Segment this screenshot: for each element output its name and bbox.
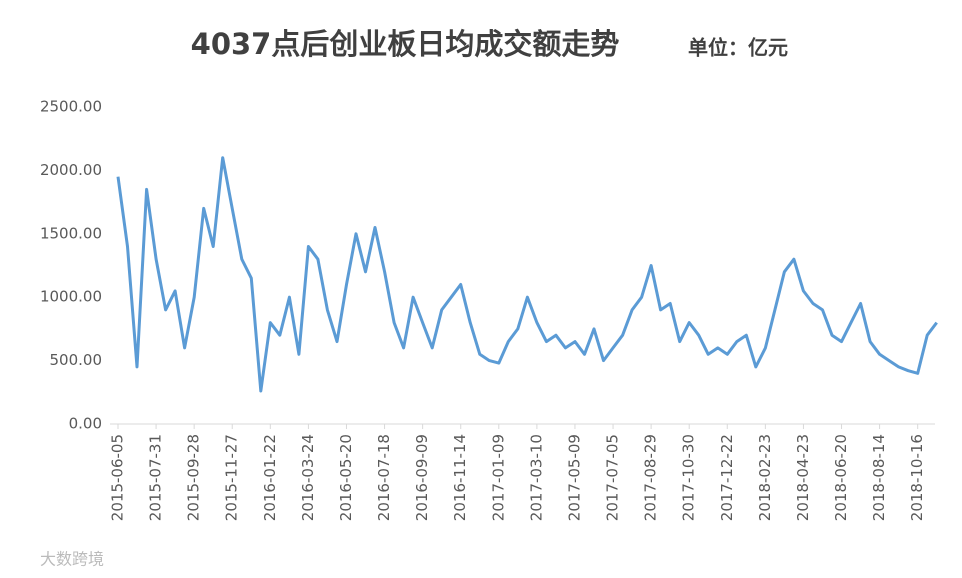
x-tick-label: 2015-11-27 (223, 434, 241, 521)
chart-subtitle: 单位：亿元 (688, 36, 788, 60)
x-tick-label: 2016-03-24 (299, 434, 317, 521)
x-tick-label: 2016-01-22 (261, 434, 279, 521)
x-tick-label: 2017-01-09 (489, 434, 507, 521)
x-tick-label: 2017-05-09 (565, 434, 583, 521)
x-tick-label: 2017-03-10 (527, 434, 545, 521)
x-tick-label: 2017-08-29 (642, 434, 660, 521)
x-tick-label: 2016-11-14 (451, 434, 469, 521)
x-tick-label: 2015-07-31 (147, 434, 165, 521)
data-line (116, 156, 938, 393)
x-tick-label: 2017-12-22 (718, 434, 736, 521)
y-tick-label: 1000.00 (40, 288, 102, 306)
x-tick-label: 2018-04-23 (794, 434, 812, 521)
x-tick-label: 2016-05-20 (337, 434, 355, 521)
x-tick-label: 2016-09-09 (413, 434, 431, 521)
y-tick-label: 2500.00 (40, 98, 102, 116)
x-tick-label: 2018-02-23 (756, 434, 774, 521)
y-tick-label: 0.00 (69, 415, 102, 433)
y-tick-label: 1500.00 (40, 224, 102, 242)
x-tick-label: 2018-10-16 (908, 434, 926, 521)
y-tick-label: 500.00 (50, 351, 103, 369)
watermark: 大数跨境 (40, 550, 104, 569)
x-tick-label: 2018-06-20 (832, 434, 850, 521)
x-tick-label: 2018-08-14 (870, 434, 888, 521)
y-tick-label: 2000.00 (40, 161, 102, 179)
x-tick-label: 2017-10-30 (680, 434, 698, 521)
x-tick-label: 2015-09-28 (185, 434, 203, 521)
x-tick-label: 2015-06-05 (109, 434, 127, 521)
x-tick-label: 2017-07-05 (604, 434, 622, 521)
chart-title: 4037点后创业板日均成交额走势 (191, 27, 620, 61)
x-tick-label: 2016-07-18 (375, 434, 393, 521)
